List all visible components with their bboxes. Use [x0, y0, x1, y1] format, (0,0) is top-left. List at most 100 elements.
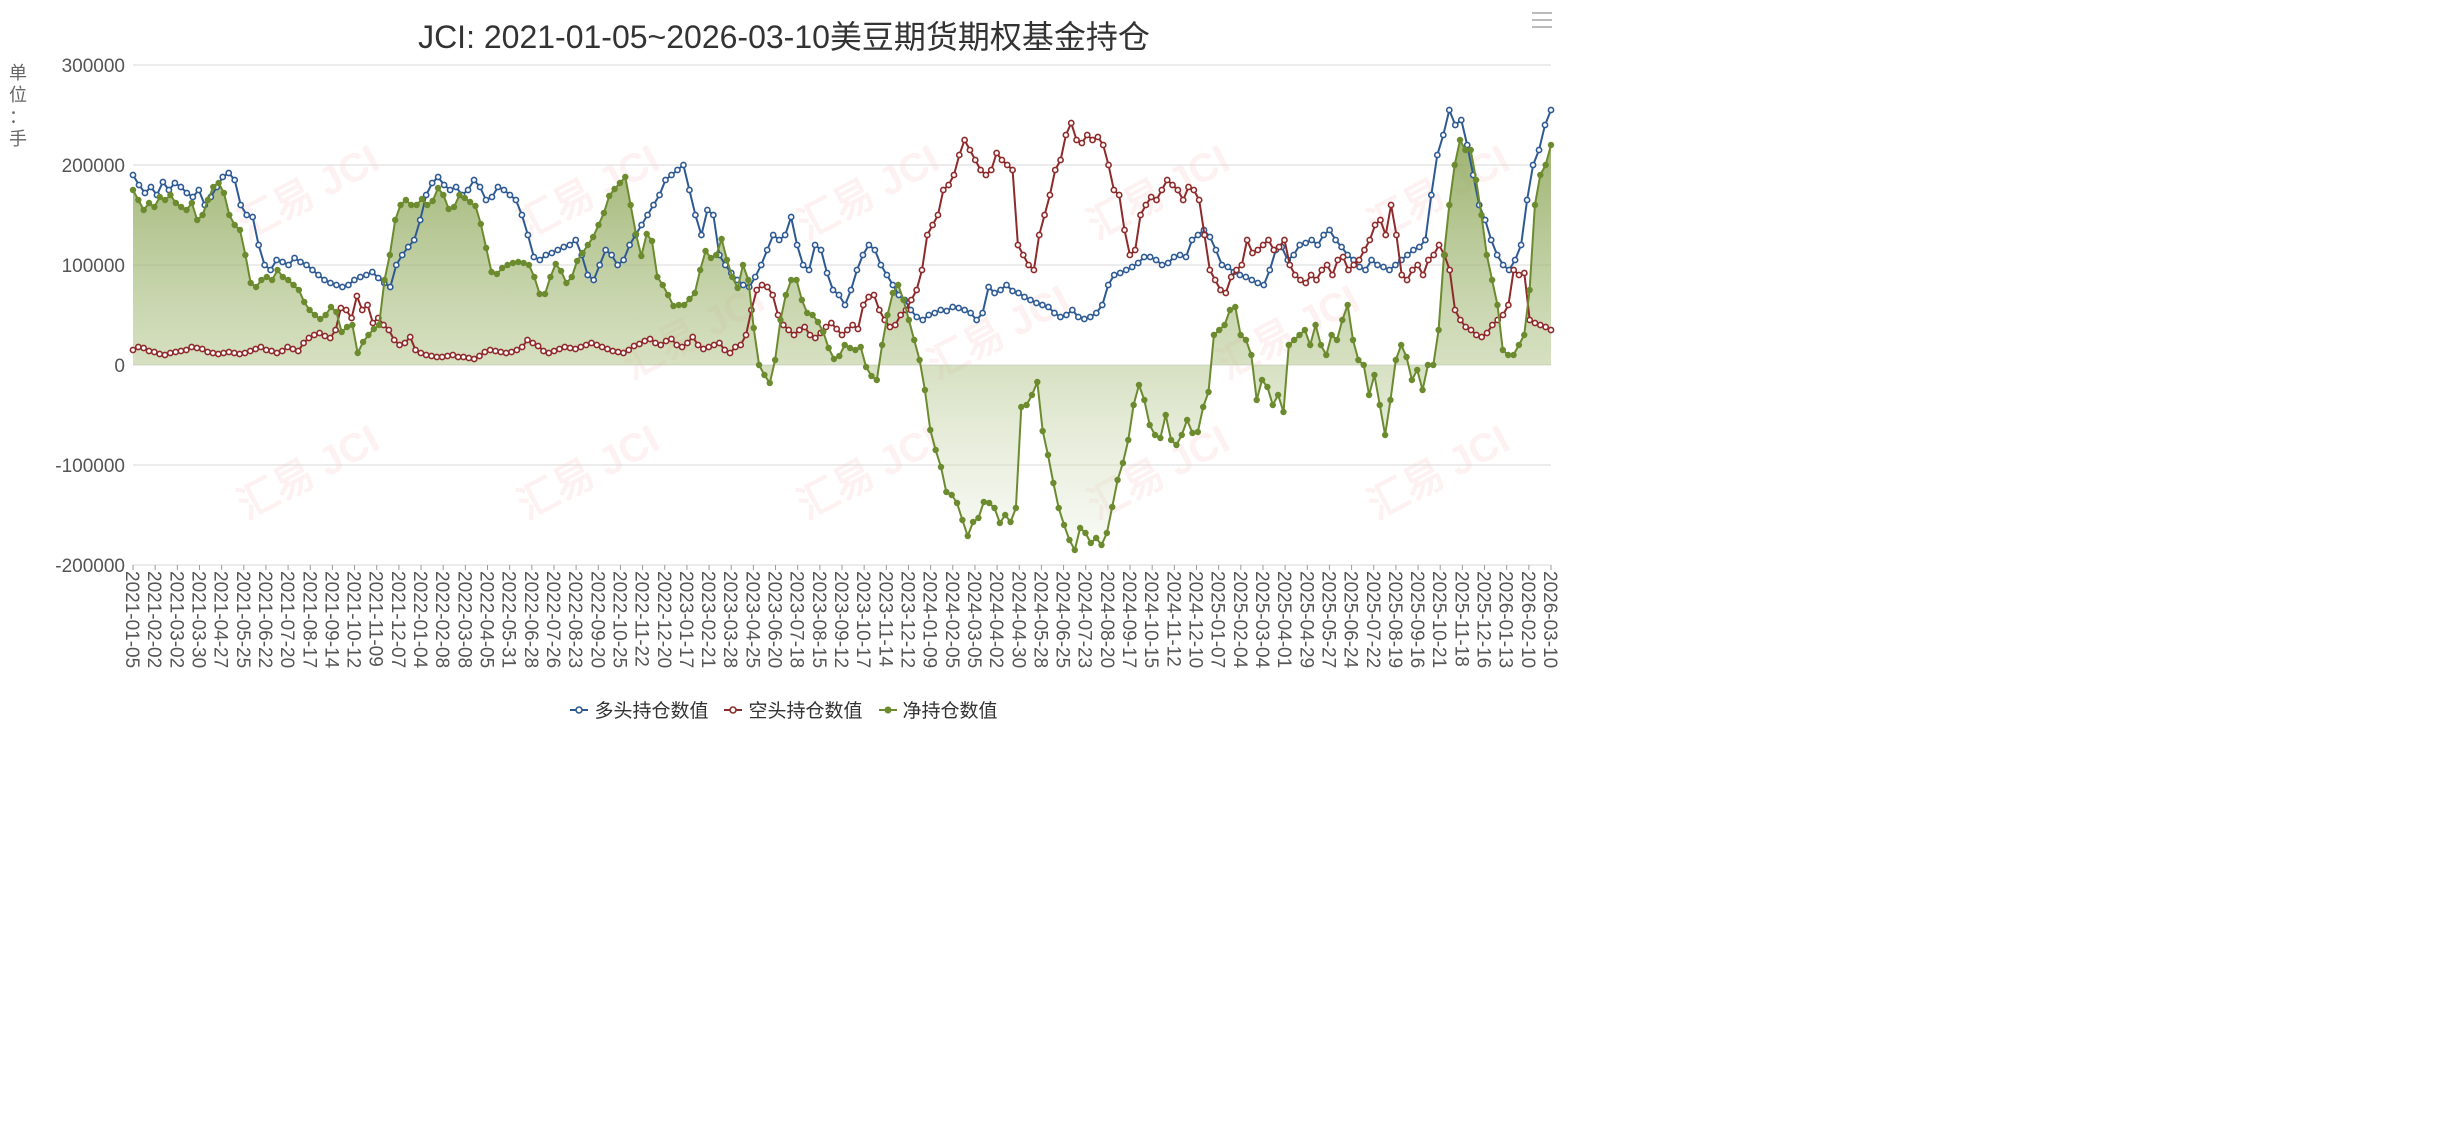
data-point[interactable]: [515, 259, 521, 265]
data-point[interactable]: [729, 274, 735, 280]
data-point[interactable]: [1040, 302, 1045, 307]
data-point[interactable]: [738, 342, 743, 347]
data-point[interactable]: [1266, 237, 1271, 242]
data-point[interactable]: [253, 346, 258, 351]
data-point[interactable]: [482, 349, 487, 354]
data-point[interactable]: [419, 196, 425, 202]
data-point[interactable]: [871, 292, 876, 297]
data-point[interactable]: [1495, 252, 1500, 257]
data-point[interactable]: [178, 204, 184, 210]
data-point[interactable]: [1066, 537, 1072, 543]
data-point[interactable]: [617, 180, 623, 186]
data-point[interactable]: [609, 252, 614, 257]
data-point[interactable]: [346, 282, 351, 287]
data-point[interactable]: [1430, 362, 1436, 368]
data-point[interactable]: [802, 324, 807, 329]
data-point[interactable]: [157, 194, 163, 200]
data-point[interactable]: [1042, 212, 1047, 217]
data-point[interactable]: [542, 291, 548, 297]
data-point[interactable]: [472, 356, 477, 361]
data-point[interactable]: [825, 345, 831, 351]
data-point[interactable]: [1339, 244, 1344, 249]
data-point[interactable]: [547, 274, 553, 280]
data-point[interactable]: [1106, 162, 1111, 167]
data-point[interactable]: [178, 184, 183, 189]
data-point[interactable]: [160, 179, 165, 184]
data-point[interactable]: [693, 212, 698, 217]
data-point[interactable]: [1005, 162, 1010, 167]
data-point[interactable]: [660, 282, 666, 288]
data-point[interactable]: [173, 200, 179, 206]
data-point[interactable]: [657, 192, 662, 197]
data-point[interactable]: [1133, 247, 1138, 252]
data-point[interactable]: [232, 177, 237, 182]
data-point[interactable]: [627, 242, 632, 247]
data-point[interactable]: [349, 322, 355, 328]
data-point[interactable]: [568, 345, 573, 350]
data-point[interactable]: [1327, 227, 1332, 232]
data-point[interactable]: [317, 330, 322, 335]
data-point[interactable]: [1243, 337, 1249, 343]
data-point[interactable]: [1484, 330, 1489, 335]
data-point[interactable]: [997, 520, 1003, 526]
data-point[interactable]: [973, 157, 978, 162]
data-point[interactable]: [1191, 187, 1196, 192]
data-point[interactable]: [801, 262, 806, 267]
data-point[interactable]: [884, 312, 890, 318]
data-point[interactable]: [189, 200, 195, 206]
data-point[interactable]: [1250, 250, 1255, 255]
data-point[interactable]: [256, 242, 261, 247]
data-point[interactable]: [944, 308, 949, 313]
data-point[interactable]: [1124, 267, 1129, 272]
data-point[interactable]: [448, 187, 453, 192]
data-point[interactable]: [196, 187, 201, 192]
data-point[interactable]: [950, 304, 955, 309]
data-point[interactable]: [1415, 262, 1420, 267]
data-point[interactable]: [1239, 262, 1244, 267]
data-point[interactable]: [920, 317, 925, 322]
data-point[interactable]: [1468, 147, 1474, 153]
data-point[interactable]: [974, 317, 979, 322]
data-point[interactable]: [834, 326, 839, 331]
data-point[interactable]: [424, 192, 429, 197]
data-point[interactable]: [968, 310, 973, 315]
data-point[interactable]: [1079, 140, 1084, 145]
data-point[interactable]: [237, 227, 243, 233]
data-point[interactable]: [430, 180, 435, 185]
data-point[interactable]: [1506, 302, 1511, 307]
data-point[interactable]: [809, 312, 815, 318]
data-point[interactable]: [1039, 428, 1045, 434]
data-point[interactable]: [1513, 257, 1518, 262]
data-point[interactable]: [394, 262, 399, 267]
data-point[interactable]: [1031, 267, 1036, 272]
data-point[interactable]: [836, 292, 841, 297]
data-point[interactable]: [771, 232, 776, 237]
data-point[interactable]: [1468, 327, 1473, 332]
data-point[interactable]: [184, 190, 189, 195]
data-point[interactable]: [1436, 242, 1441, 247]
data-point[interactable]: [692, 290, 698, 296]
data-point[interactable]: [178, 348, 183, 353]
data-point[interactable]: [919, 267, 924, 272]
data-point[interactable]: [1211, 332, 1217, 338]
data-point[interactable]: [162, 352, 167, 357]
data-point[interactable]: [701, 346, 706, 351]
data-point[interactable]: [526, 262, 532, 268]
data-point[interactable]: [1171, 254, 1176, 259]
data-point[interactable]: [793, 277, 799, 283]
data-point[interactable]: [1452, 307, 1457, 312]
data-point[interactable]: [830, 287, 835, 292]
data-point[interactable]: [456, 192, 462, 198]
data-point[interactable]: [1309, 237, 1314, 242]
data-point[interactable]: [1340, 254, 1345, 259]
data-point[interactable]: [1463, 324, 1468, 329]
data-point[interactable]: [1143, 202, 1148, 207]
data-point[interactable]: [1077, 525, 1083, 531]
data-point[interactable]: [376, 322, 382, 328]
data-point[interactable]: [1344, 302, 1350, 308]
data-point[interactable]: [877, 307, 882, 312]
data-point[interactable]: [1007, 519, 1013, 525]
data-point[interactable]: [611, 186, 617, 192]
data-point[interactable]: [1175, 187, 1180, 192]
data-point[interactable]: [1367, 237, 1372, 242]
